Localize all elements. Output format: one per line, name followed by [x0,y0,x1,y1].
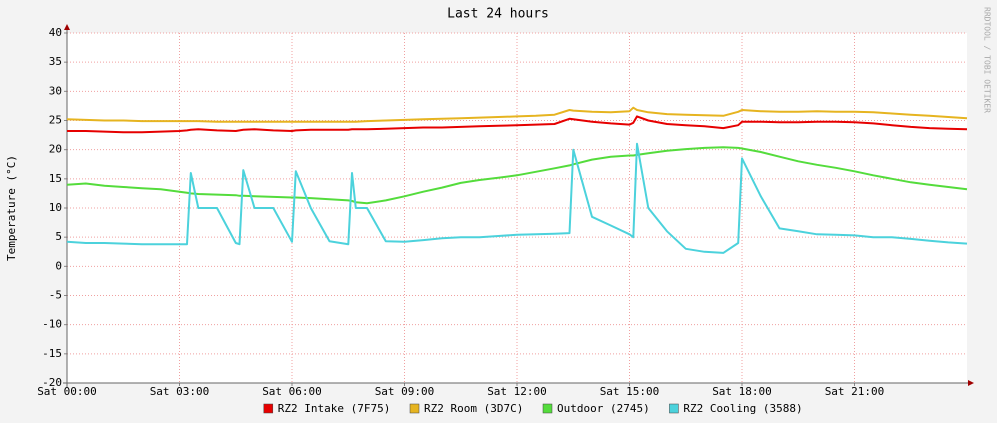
y-tick-label: 40 [49,26,62,39]
y-tick-label: -15 [42,347,62,360]
series-line [67,115,968,134]
series-line [66,106,968,123]
x-tick-label: Sat 21:00 [825,385,885,398]
y-tick-label: -5 [49,289,62,302]
legend-label: Outdoor (2745) [557,402,650,415]
y-tick-label: 30 [49,84,62,97]
x-tick-label: Sat 06:00 [262,385,322,398]
series-line [66,146,968,205]
y-tick-label: 25 [49,114,62,127]
legend-label: RZ2 Intake (7F75) [278,402,391,415]
legend-swatch [542,403,553,414]
y-tick-label: 10 [49,201,62,214]
x-tick-label: Sat 12:00 [487,385,547,398]
y-tick-label: -20 [42,376,62,389]
legend-swatch [263,403,274,414]
legend-swatch [669,403,679,414]
x-tick-label: Sat 03:00 [150,385,210,398]
x-tick-label: Sat 15:00 [600,385,660,398]
y-tick-label: 5 [55,230,62,243]
series-line [66,142,968,254]
y-tick-label: 15 [49,172,62,185]
y-tick-label: 0 [55,259,62,272]
y-tick-label: 35 [49,55,62,68]
y-tick-label: 20 [49,143,62,156]
legend-label: RZ2 Room (3D7C) [424,402,523,415]
x-tick-label: Sat 00:00 [37,385,97,398]
x-tick-label: Sat 09:00 [375,385,435,398]
x-tick-label: Sat 18:00 [712,385,772,398]
x-axis-arrow [968,380,974,386]
y-axis-arrow [64,24,70,30]
watermark: RRDTOOL / TOBI OETIKER [983,7,992,113]
y-axis-label: Temperature (°C) [5,155,18,261]
legend-label: RZ2 Cooling (3588) [683,402,802,415]
legend-swatch [409,403,420,414]
y-tick-label: -10 [42,318,62,331]
chart-title: Last 24 hours [447,7,549,22]
